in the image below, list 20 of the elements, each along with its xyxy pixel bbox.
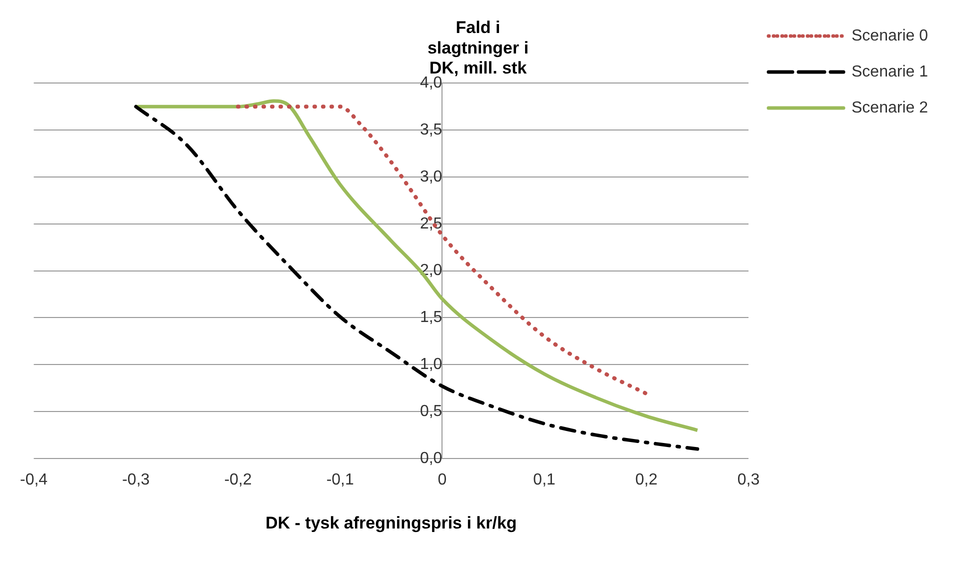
- y-tick-label: 0,0: [420, 450, 442, 467]
- y-tick-label: 1,0: [420, 356, 442, 374]
- x-tick-label: -0,3: [122, 471, 150, 488]
- legend-label: Scenarie 1: [852, 63, 928, 80]
- x-tick-label: 0: [438, 471, 447, 488]
- x-tick-label: 0,2: [635, 471, 658, 488]
- x-tick-label: -0,4: [20, 471, 48, 488]
- x-tick-label: -0,2: [224, 471, 252, 488]
- y-tick-label: 3,5: [420, 122, 442, 139]
- legend-label: Scenarie 0: [852, 27, 928, 44]
- x-tick-label: 0,1: [533, 471, 556, 488]
- y-tick-label: 3,0: [420, 168, 442, 186]
- y-tick-label: 2,5: [420, 215, 442, 232]
- x-axis-title: DK - tysk afregningspris i kr/kg: [266, 513, 517, 532]
- line-series: [236, 104, 648, 396]
- x-tick-label: -0,1: [326, 471, 354, 488]
- legend-label: Scenarie 2: [852, 99, 928, 116]
- x-tick-label: 0,3: [737, 471, 760, 488]
- y-tick-label: 1,5: [420, 309, 442, 326]
- y-tick-label: 0,5: [420, 402, 442, 420]
